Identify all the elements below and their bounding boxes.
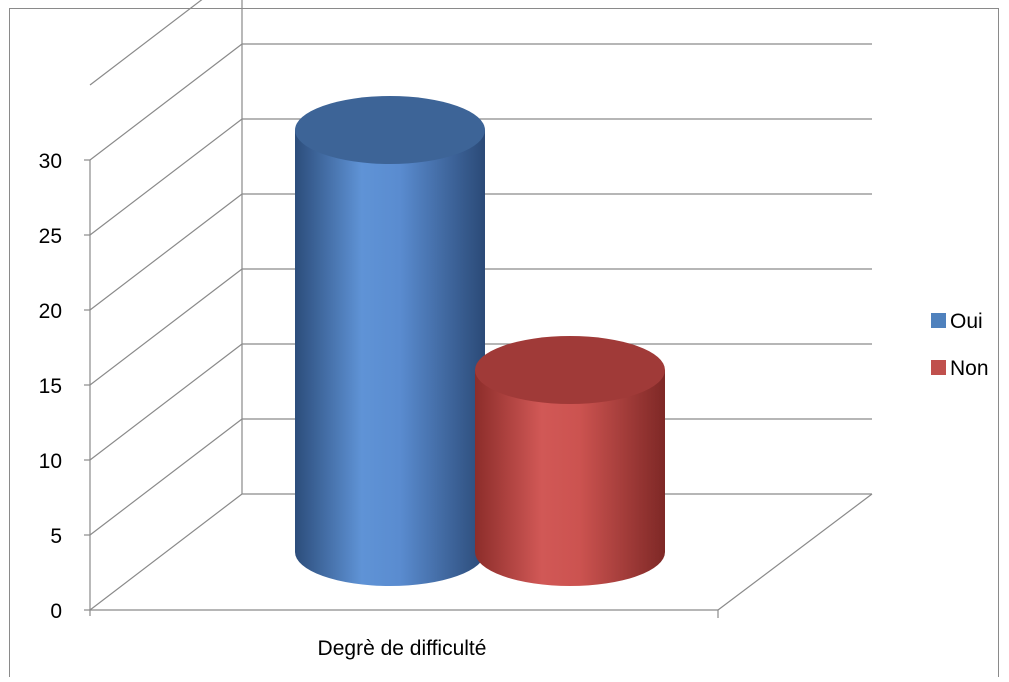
legend-swatch-oui bbox=[931, 313, 946, 328]
y-tick-label: 30 bbox=[39, 150, 62, 173]
bar-top bbox=[475, 336, 665, 404]
bar-body bbox=[295, 130, 485, 586]
y-tick-label: 0 bbox=[50, 600, 62, 623]
floor-right-edge bbox=[717, 493, 873, 611]
chart-bars bbox=[295, 96, 665, 586]
bar-non bbox=[475, 336, 665, 586]
y-axis-ticks: 0 5 10 15 20 25 30 bbox=[39, 150, 90, 623]
y-tick-label: 15 bbox=[39, 375, 62, 398]
y-tick-label: 5 bbox=[50, 525, 62, 548]
legend-label-non: Non bbox=[950, 357, 989, 380]
y-tick-label: 25 bbox=[39, 225, 62, 248]
legend-swatch-non bbox=[931, 360, 946, 375]
legend-label-oui: Oui bbox=[950, 310, 983, 333]
gridline bbox=[89, 0, 203, 86]
x-axis-labels: Degrè de difficulté bbox=[318, 637, 487, 660]
x-category-label: Degrè de difficulté bbox=[318, 637, 487, 660]
bar-body bbox=[475, 370, 665, 586]
y-tick-label: 10 bbox=[39, 450, 62, 473]
y-tick-label: 20 bbox=[39, 300, 62, 323]
chart-legend: Oui Non bbox=[931, 310, 989, 380]
bar-top bbox=[295, 96, 485, 164]
bar-oui bbox=[295, 96, 485, 586]
